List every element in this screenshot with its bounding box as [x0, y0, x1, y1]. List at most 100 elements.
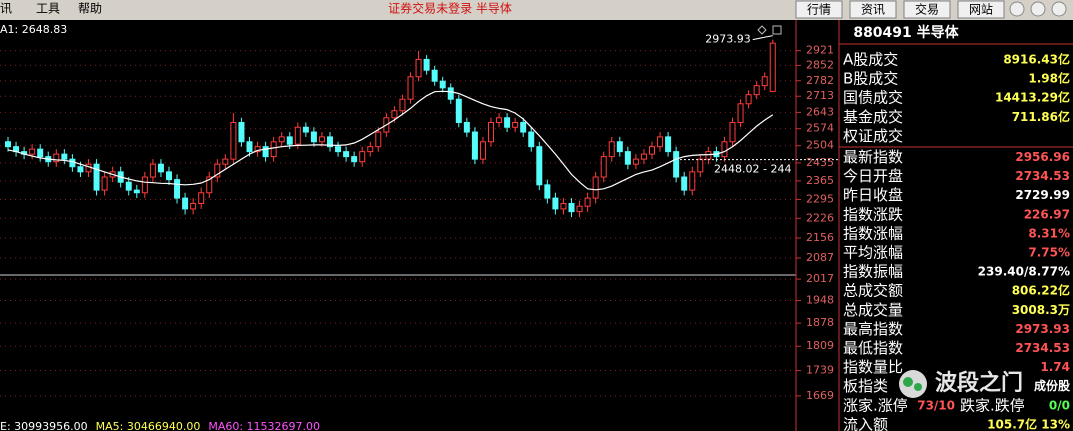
quote-label: 指数振幅 [843, 263, 903, 281]
quote-label: 跌家.跌停 [960, 396, 1025, 414]
candle-body [230, 121, 237, 160]
quote-value: 1.98亿 [1028, 71, 1070, 86]
status-title: 证券交易未登录 半导体 [388, 1, 512, 16]
y-tick-label: 2574 [806, 122, 834, 135]
candle-body [632, 158, 639, 165]
nav-button[interactable] [795, 0, 843, 19]
y-tick-label: 2365 [806, 174, 834, 187]
candle-body [61, 153, 68, 160]
candle-body [149, 163, 156, 178]
candle-body [769, 42, 776, 92]
y-tick-label: 2017 [806, 272, 834, 285]
ma-line [7, 90, 774, 191]
candle-body [37, 148, 44, 158]
candle-body [673, 151, 680, 178]
nav-button[interactable] [903, 0, 951, 19]
quote-value: 2956.96 [1015, 150, 1070, 164]
y-tick-label: 2643 [806, 105, 834, 118]
quote-label: 总成交额 [843, 282, 903, 300]
nav-button-label[interactable]: 资讯 [861, 3, 885, 17]
candle-body [705, 151, 712, 160]
y-tick-label: 2435 [806, 156, 834, 169]
nav-button[interactable] [957, 0, 1005, 19]
candle-body [761, 76, 768, 87]
candle-body [222, 158, 229, 165]
quote-label: 昨日收盘 [843, 186, 903, 204]
nav-button[interactable] [849, 0, 897, 19]
y-tick-label: 2087 [806, 251, 834, 264]
quote-value: 226.97 [1024, 207, 1070, 221]
candle-body [584, 197, 591, 207]
chart-icon[interactable] [772, 25, 782, 35]
maximize-button[interactable] [1030, 1, 1046, 17]
nav-button-label[interactable]: 网站 [969, 3, 993, 17]
last-line-label: 2448.02 - 244 [714, 163, 791, 176]
chart-icon[interactable] [757, 25, 767, 35]
quote-label: 今日开盘 [843, 167, 903, 185]
candle-body [133, 189, 140, 194]
quote-value: 711.86亿 [1012, 109, 1070, 124]
candle-body [729, 121, 736, 143]
y-tick-label: 1739 [806, 364, 834, 377]
candle-body [399, 98, 406, 112]
y-tick-label: 1878 [806, 316, 834, 329]
close-button[interactable] [1051, 1, 1067, 17]
quote-label: 指数量比 [843, 358, 903, 376]
chart-background [0, 20, 1073, 431]
footer-text: E: 30993956.00 [0, 420, 88, 431]
candle-body [608, 141, 615, 158]
candle-body [536, 146, 543, 186]
candle-body [737, 103, 744, 123]
watermark-icon [899, 370, 927, 398]
candle-body [592, 176, 599, 199]
candle-body [93, 163, 100, 191]
candle-body [391, 110, 398, 119]
quote-value: 105.7亿 13% [987, 416, 1070, 431]
y-tick-label: 2852 [806, 58, 834, 71]
candle-body [544, 184, 551, 199]
candle-body [302, 126, 309, 133]
candle-body [439, 80, 446, 89]
menu-item[interactable]: 讯 [0, 2, 12, 16]
candle-body [367, 146, 374, 153]
y-tick-label: 2156 [806, 231, 834, 244]
menu-item[interactable]: 帮助 [78, 2, 102, 16]
quote-label: 最低指数 [843, 339, 903, 357]
candle-body [254, 146, 261, 153]
candle-body [471, 131, 478, 160]
candle-body [681, 176, 688, 191]
y-tick-label: 2713 [806, 89, 834, 102]
ma-label: A1: 2648.83 [0, 23, 67, 36]
candle-body [512, 121, 519, 128]
minimize-button[interactable] [1009, 1, 1025, 17]
quote-header: 880491 半导体 [853, 24, 959, 41]
quote-label: A股成交 [843, 51, 898, 69]
quote-value: 3008.3万 [1012, 303, 1070, 317]
candle-body [174, 179, 181, 199]
y-tick-label: 2921 [806, 44, 834, 57]
nav-button-label[interactable]: 行情 [807, 3, 831, 17]
candle-body [560, 202, 567, 210]
candle-body [504, 117, 511, 128]
quote-label: 最高指数 [843, 320, 903, 338]
quote-value: 2734.53 [1015, 341, 1070, 355]
quote-label: 指数涨幅 [843, 224, 903, 242]
candle-body [552, 197, 559, 210]
candle-body [85, 163, 92, 173]
nav-button-label[interactable]: 交易 [915, 2, 939, 17]
watermark-icon [914, 383, 922, 391]
candle-body [182, 197, 189, 210]
quote-label: 流入额 [843, 415, 888, 431]
high-label: 2973.93 [705, 33, 751, 46]
candle-body [415, 58, 422, 78]
menu-item[interactable]: 工具 [36, 2, 60, 16]
candle-body [206, 176, 213, 194]
candle-body [141, 176, 148, 194]
candle-body [351, 156, 358, 163]
candle-body [753, 85, 760, 96]
candle-body [649, 146, 655, 155]
quote-value: 7.75% [1028, 246, 1070, 260]
quote-label: 国债成交 [843, 89, 903, 107]
candle-body [270, 141, 277, 158]
